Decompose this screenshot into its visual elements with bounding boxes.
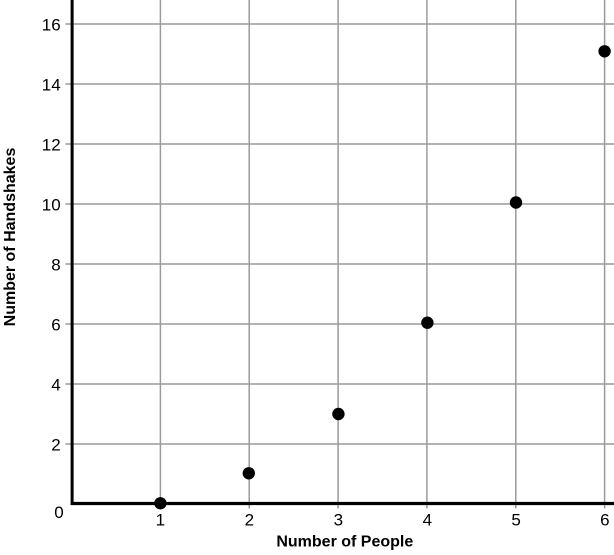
svg-text:5: 5 (511, 510, 520, 529)
svg-text:14: 14 (42, 75, 61, 94)
svg-text:0: 0 (54, 503, 63, 522)
svg-text:Number of Handshakes: Number of Handshakes (2, 148, 19, 327)
svg-text:10: 10 (42, 195, 61, 214)
svg-text:12: 12 (42, 135, 61, 154)
svg-text:4: 4 (423, 510, 432, 529)
svg-text:Number of People: Number of People (276, 534, 413, 551)
svg-text:3: 3 (334, 510, 343, 529)
svg-text:4: 4 (51, 375, 60, 394)
svg-text:2: 2 (51, 435, 60, 454)
svg-text:16: 16 (42, 15, 61, 34)
svg-text:2: 2 (245, 510, 254, 529)
svg-text:6: 6 (51, 315, 60, 334)
svg-text:8: 8 (51, 255, 60, 274)
svg-text:1: 1 (156, 510, 165, 529)
svg-text:6: 6 (600, 510, 609, 529)
